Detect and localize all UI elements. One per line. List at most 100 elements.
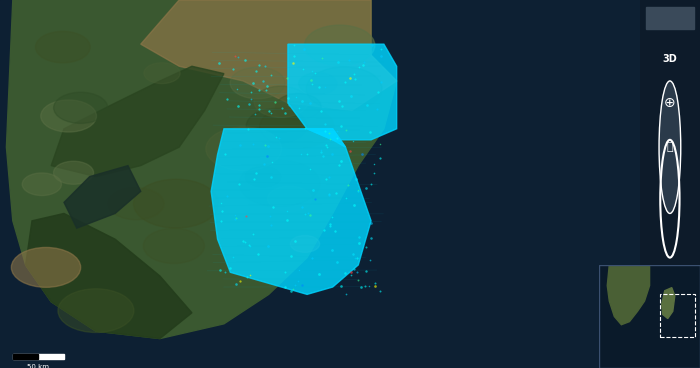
Point bbox=[243, 242, 254, 248]
Text: 50 km: 50 km bbox=[27, 364, 50, 368]
Circle shape bbox=[108, 188, 164, 220]
Circle shape bbox=[659, 81, 680, 213]
Point bbox=[241, 213, 252, 219]
Point bbox=[343, 57, 354, 63]
Point bbox=[306, 68, 317, 74]
Point bbox=[372, 89, 384, 95]
Point bbox=[319, 128, 330, 134]
Point bbox=[253, 62, 265, 68]
Polygon shape bbox=[307, 129, 346, 147]
Point bbox=[356, 152, 368, 158]
Point bbox=[263, 109, 274, 114]
Bar bbox=[13, 354, 64, 359]
Point bbox=[374, 155, 386, 161]
Point bbox=[249, 110, 260, 116]
Polygon shape bbox=[64, 166, 141, 228]
Point bbox=[216, 218, 227, 224]
Point bbox=[221, 194, 232, 199]
Point bbox=[237, 238, 248, 244]
Circle shape bbox=[54, 92, 108, 123]
Circle shape bbox=[22, 173, 62, 195]
Point bbox=[231, 215, 242, 221]
Point bbox=[358, 59, 370, 65]
Polygon shape bbox=[51, 66, 224, 177]
Point bbox=[300, 211, 311, 217]
Point bbox=[229, 216, 240, 222]
Point bbox=[267, 204, 279, 210]
Point bbox=[314, 271, 325, 277]
Point bbox=[354, 234, 365, 240]
Point bbox=[360, 185, 372, 191]
Point bbox=[331, 135, 342, 141]
Point bbox=[313, 84, 324, 90]
Circle shape bbox=[260, 106, 334, 148]
Point bbox=[296, 98, 307, 104]
Point bbox=[259, 63, 270, 69]
Point bbox=[323, 174, 335, 180]
Polygon shape bbox=[662, 288, 675, 319]
Point bbox=[294, 105, 305, 111]
Point bbox=[279, 284, 290, 290]
Point bbox=[316, 149, 327, 155]
Point bbox=[262, 243, 273, 249]
Text: 3D: 3D bbox=[662, 54, 678, 64]
Point bbox=[370, 283, 381, 289]
Circle shape bbox=[306, 67, 382, 110]
Circle shape bbox=[290, 236, 320, 252]
Point bbox=[346, 272, 357, 278]
Circle shape bbox=[246, 109, 307, 144]
Point bbox=[243, 101, 254, 107]
Point bbox=[347, 251, 358, 256]
Point bbox=[295, 151, 307, 157]
Point bbox=[229, 212, 240, 217]
Point bbox=[288, 42, 299, 48]
Point bbox=[374, 289, 386, 294]
Point bbox=[265, 72, 276, 78]
Point bbox=[365, 235, 376, 241]
Point bbox=[244, 272, 256, 278]
Circle shape bbox=[230, 67, 285, 99]
Text: 🌐: 🌐 bbox=[666, 142, 673, 152]
Point bbox=[319, 84, 330, 90]
Point bbox=[348, 71, 359, 77]
Point bbox=[299, 46, 310, 52]
Polygon shape bbox=[288, 44, 397, 140]
Point bbox=[230, 53, 241, 59]
Point bbox=[324, 223, 335, 229]
Point bbox=[335, 123, 346, 129]
Point bbox=[325, 220, 336, 226]
Point bbox=[260, 142, 271, 148]
Point bbox=[253, 106, 265, 112]
Point bbox=[253, 87, 265, 93]
Point bbox=[282, 95, 293, 100]
Point bbox=[271, 134, 282, 140]
Point bbox=[258, 160, 270, 166]
Point bbox=[281, 208, 292, 213]
Circle shape bbox=[218, 197, 249, 215]
Point bbox=[296, 282, 307, 287]
Circle shape bbox=[53, 161, 94, 184]
Bar bbox=[13, 354, 38, 359]
Point bbox=[335, 158, 346, 164]
Point bbox=[240, 239, 251, 245]
Circle shape bbox=[11, 247, 80, 287]
Point bbox=[304, 212, 316, 218]
Point bbox=[253, 102, 265, 108]
Point bbox=[248, 80, 259, 86]
Point bbox=[376, 46, 387, 52]
Point bbox=[232, 103, 243, 109]
Point bbox=[267, 160, 278, 166]
Point bbox=[219, 269, 230, 275]
Point bbox=[350, 255, 361, 261]
Point bbox=[303, 210, 314, 216]
Point bbox=[265, 213, 276, 219]
Point bbox=[246, 96, 257, 102]
Point bbox=[316, 108, 327, 114]
Point bbox=[279, 269, 290, 275]
Point bbox=[252, 251, 263, 257]
Point bbox=[340, 195, 351, 201]
Point bbox=[365, 220, 377, 226]
Point bbox=[301, 151, 312, 157]
Point bbox=[258, 78, 269, 84]
Circle shape bbox=[299, 73, 337, 95]
